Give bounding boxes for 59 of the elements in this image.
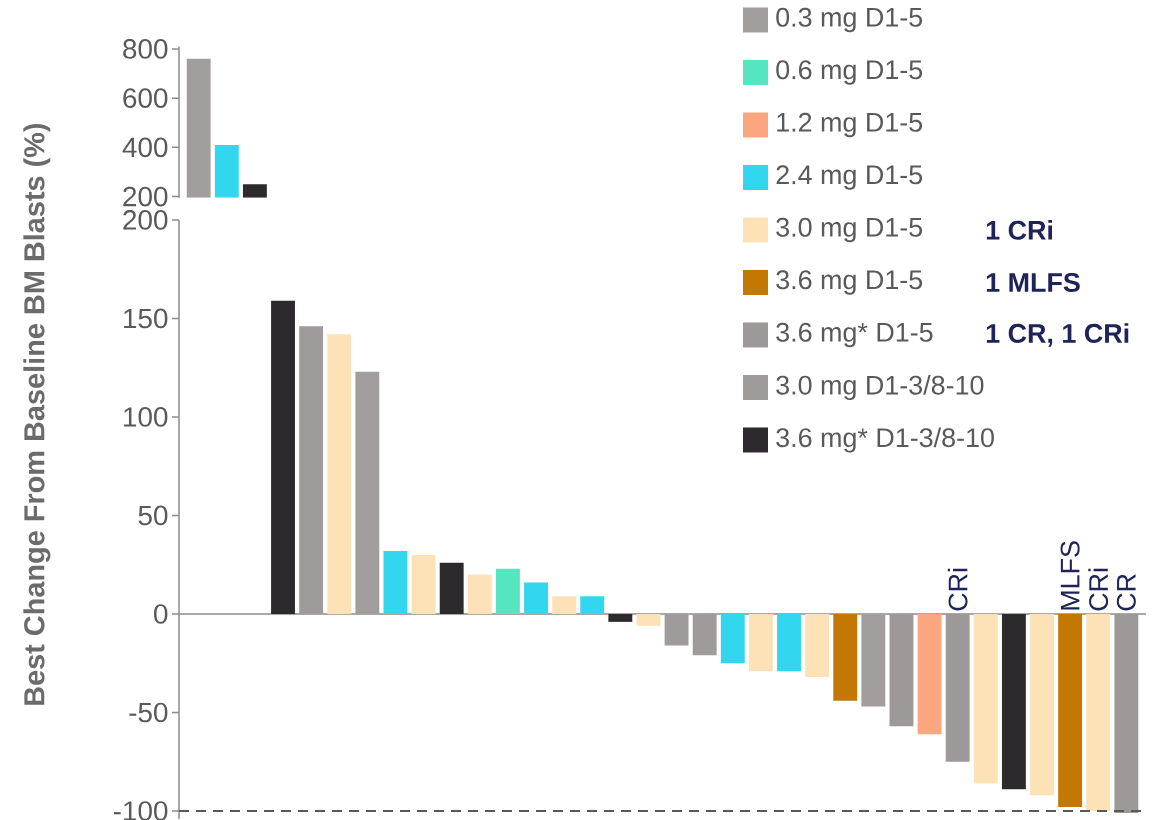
bar — [1058, 614, 1083, 808]
y-tick-label: -50 — [129, 702, 168, 723]
y-tick-label: 400 — [122, 137, 168, 158]
bar — [777, 614, 801, 672]
y-tick-label: -100 — [113, 801, 168, 820]
bar — [439, 562, 464, 614]
bar — [1114, 614, 1139, 813]
y-tick-label: 200 — [123, 186, 168, 207]
bar — [271, 300, 295, 614]
bar — [608, 614, 633, 622]
bar — [889, 614, 914, 727]
bar — [692, 614, 717, 656]
y-tick-label: 0 — [154, 604, 168, 624]
bar — [720, 614, 745, 664]
bar — [495, 568, 520, 614]
y-tick-label: 50 — [138, 505, 168, 526]
y-tick-label: 800 — [123, 39, 168, 59]
bar — [1086, 614, 1111, 811]
bar — [411, 554, 436, 614]
bar — [636, 614, 661, 626]
bar — [299, 326, 324, 614]
bar — [861, 614, 886, 707]
legend-label: 3.6 mg* D1-3/8-10 — [776, 427, 994, 453]
bar — [664, 614, 689, 646]
bar — [805, 614, 830, 678]
legend-label: 0.3 mg D1-5 — [776, 7, 923, 33]
bar — [467, 574, 492, 614]
bar — [833, 614, 858, 701]
bar — [355, 371, 380, 614]
bar — [917, 614, 942, 735]
legend-label: 0.6 mg D1-5 — [776, 60, 923, 85]
y-axis-title: Best Change From Baseline BM Blasts (%) — [23, 123, 51, 705]
bar — [1030, 614, 1054, 796]
legend-label: 3.6 mg D1-5 — [776, 270, 923, 295]
y-tick-label: 150 — [124, 308, 168, 329]
y-tick-label: 100 — [124, 407, 168, 427]
y-tick-label: 600 — [123, 88, 168, 109]
legend-label: 3.0 mg D1-5 — [776, 217, 923, 243]
annotation: CRi — [1088, 568, 1109, 611]
y-tick-label: 200 — [123, 210, 168, 230]
annotation: 1 CR, 1 CRi — [986, 323, 1129, 347]
annotation: CRi — [947, 568, 968, 611]
bar — [327, 334, 352, 614]
bar — [580, 596, 605, 614]
legend-label: 1.2 mg D1-5 — [777, 112, 923, 138]
annotation: MLFS — [1060, 541, 1080, 610]
annotation: 1 CRi — [986, 220, 1053, 240]
legend-label: 3.6 mg* D1-5 — [776, 322, 933, 348]
bar — [1001, 614, 1026, 790]
legend-label: 2.4 mg D1-5 — [776, 165, 923, 190]
bar — [973, 614, 998, 784]
bar — [945, 614, 970, 762]
annotation: 1 MLFS — [986, 272, 1080, 293]
annotation: CR — [1116, 574, 1136, 611]
bar — [524, 582, 548, 614]
bar — [748, 614, 773, 672]
legend-label: 3.0 mg D1-3/8-10 — [776, 374, 984, 401]
bar — [383, 550, 408, 614]
bar — [552, 596, 577, 614]
